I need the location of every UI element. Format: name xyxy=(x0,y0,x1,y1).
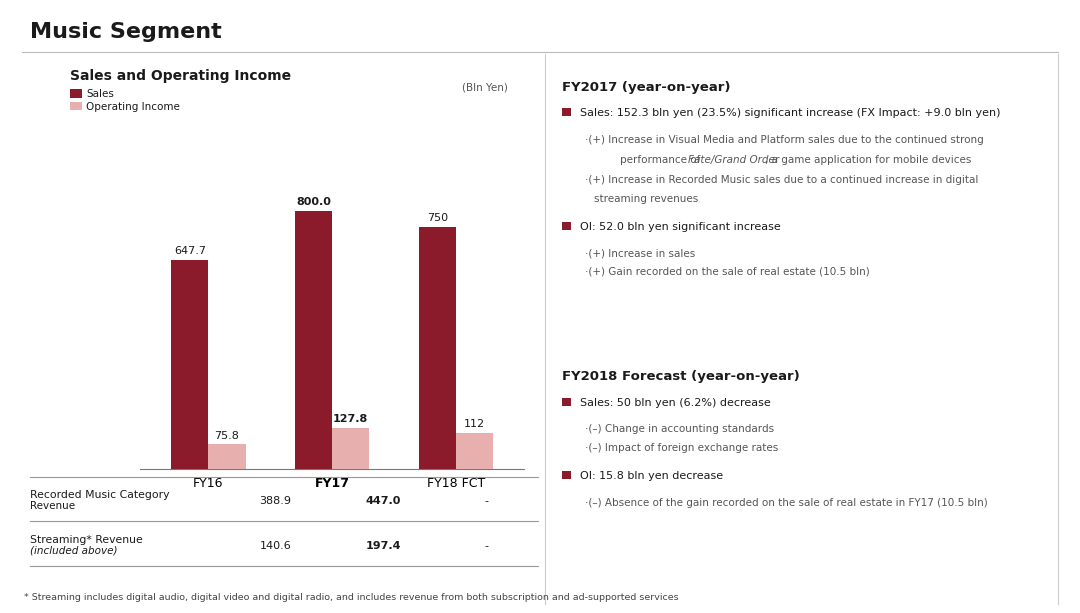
Text: Sales: Sales xyxy=(86,89,114,99)
Text: ·(–) Absence of the gain recorded on the sale of real estate in FY17 (10.5 bln): ·(–) Absence of the gain recorded on the… xyxy=(585,498,988,508)
Text: 800.0: 800.0 xyxy=(296,197,330,207)
Text: OI: 15.8 bln yen decrease: OI: 15.8 bln yen decrease xyxy=(580,471,724,481)
Text: ·(–) Change in accounting standards: ·(–) Change in accounting standards xyxy=(585,424,774,434)
Text: ·(–) Impact of foreign exchange rates: ·(–) Impact of foreign exchange rates xyxy=(585,443,779,452)
Bar xyxy=(208,444,245,469)
Text: Recorded Music Category: Recorded Music Category xyxy=(30,490,170,500)
Text: Sales and Operating Income: Sales and Operating Income xyxy=(70,69,292,83)
Text: 750: 750 xyxy=(427,213,448,223)
Text: 647.7: 647.7 xyxy=(174,246,206,256)
Text: Streaming* Revenue: Streaming* Revenue xyxy=(30,535,143,545)
Text: (Bln Yen): (Bln Yen) xyxy=(462,82,508,92)
Text: Fate/Grand Order: Fate/Grand Order xyxy=(688,155,779,165)
Bar xyxy=(172,260,208,469)
Text: ·(+) Increase in Recorded Music sales due to a continued increase in digital: ·(+) Increase in Recorded Music sales du… xyxy=(585,175,978,185)
Text: performance of: performance of xyxy=(594,155,704,165)
Text: streaming revenues: streaming revenues xyxy=(594,194,699,204)
Bar xyxy=(419,227,456,469)
Text: 388.9: 388.9 xyxy=(259,496,292,506)
Text: ·(+) Gain recorded on the sale of real estate (10.5 bln): ·(+) Gain recorded on the sale of real e… xyxy=(585,267,870,276)
Text: 197.4: 197.4 xyxy=(366,541,401,550)
Bar xyxy=(333,428,369,469)
Text: Sales: 152.3 bln yen (23.5%) significant increase (FX Impact: +9.0 bln yen): Sales: 152.3 bln yen (23.5%) significant… xyxy=(580,108,1000,118)
Text: Sales: 50 bln yen (6.2%) decrease: Sales: 50 bln yen (6.2%) decrease xyxy=(580,398,771,408)
Text: -: - xyxy=(484,541,488,550)
Text: Operating Income: Operating Income xyxy=(86,102,180,112)
Text: 127.8: 127.8 xyxy=(333,414,368,424)
Text: FY2018 Forecast (year-on-year): FY2018 Forecast (year-on-year) xyxy=(562,370,799,383)
Text: (included above): (included above) xyxy=(30,546,118,555)
Text: -: - xyxy=(484,496,488,506)
Text: ·(+) Increase in Visual Media and Platform sales due to the continued strong: ·(+) Increase in Visual Media and Platfo… xyxy=(585,135,984,145)
Text: 75.8: 75.8 xyxy=(215,430,240,441)
Text: FY2017 (year-on-year): FY2017 (year-on-year) xyxy=(562,81,730,94)
Text: 112: 112 xyxy=(463,419,485,429)
Bar xyxy=(295,211,333,469)
Text: Revenue: Revenue xyxy=(30,501,76,511)
Text: 140.6: 140.6 xyxy=(259,541,292,550)
Text: OI: 52.0 bln yen significant increase: OI: 52.0 bln yen significant increase xyxy=(580,222,781,232)
Text: * Streaming includes digital audio, digital video and digital radio, and include: * Streaming includes digital audio, digi… xyxy=(24,593,678,601)
Text: Music Segment: Music Segment xyxy=(30,22,222,42)
Text: 447.0: 447.0 xyxy=(366,496,401,506)
Text: ·(+) Increase in sales: ·(+) Increase in sales xyxy=(585,248,696,258)
Bar xyxy=(456,433,492,469)
Text: , a game application for mobile devices: , a game application for mobile devices xyxy=(765,155,971,165)
